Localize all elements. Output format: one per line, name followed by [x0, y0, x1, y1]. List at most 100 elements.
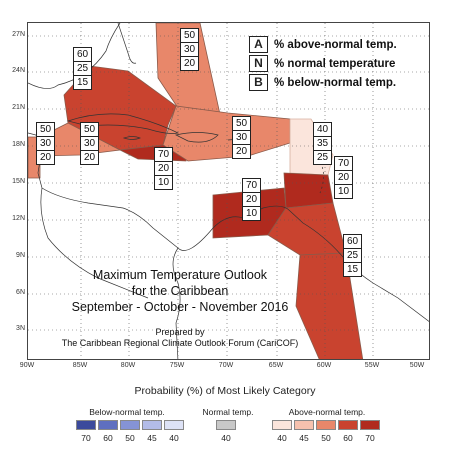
legend-value: 40: [221, 433, 231, 443]
prob-above: 70: [154, 147, 173, 162]
prob-below: 20: [232, 144, 251, 159]
prob-below: 15: [73, 75, 92, 90]
legend-value: 45: [147, 433, 157, 443]
legend-swatch-above-50: [316, 420, 336, 430]
lat-label: 15N: [12, 178, 25, 185]
prob-above: 60: [73, 47, 92, 62]
prob-box-abc-islands: 70 20 10: [242, 178, 261, 221]
prob-normal: 25: [73, 61, 92, 76]
prob-below: 10: [242, 206, 261, 221]
lat-label: 27N: [12, 31, 25, 38]
prob-below: 20: [180, 56, 199, 71]
legend-swatch-above-70: [360, 420, 380, 430]
legend-title: Probability (%) of Most Likely Category: [134, 385, 316, 397]
prob-normal: 30: [232, 130, 251, 145]
legend-value: 60: [103, 433, 113, 443]
lon-label: 55W: [364, 362, 380, 369]
prob-above: 50: [232, 116, 251, 131]
lon-label: 80W: [120, 362, 136, 369]
lat-label: 12N: [12, 215, 25, 222]
prob-below: 10: [154, 175, 173, 190]
prob-above: 40: [313, 122, 332, 137]
prob-above: 50: [36, 122, 55, 137]
legend-swatch-below-40: [164, 420, 184, 430]
map-title-line1: Maximum Temperature Outlook: [92, 268, 268, 282]
key-text: % below-normal temp.: [274, 76, 397, 89]
lat-label: 21N: [12, 104, 25, 111]
prob-box-jamaica: 50 30 20: [80, 122, 99, 165]
legend-swatch-below-50: [120, 420, 140, 430]
prob-box-hispaniola: 50 30 20: [232, 116, 251, 159]
lat-label: 24N: [12, 67, 25, 74]
legend-swatch-below-70: [76, 420, 96, 430]
lon-label: 85W: [72, 362, 88, 369]
key-letter: A: [249, 36, 268, 53]
prob-normal: 30: [80, 136, 99, 151]
lon-label: 75W: [169, 362, 185, 369]
prob-below: 20: [36, 150, 55, 165]
prob-above: 50: [180, 28, 199, 43]
region-trinidad-guianas-south: [295, 252, 364, 359]
prob-box-south-of-jamaica: 70 20 10: [154, 147, 173, 190]
legend-value: 40: [169, 433, 179, 443]
prob-below: 20: [80, 150, 99, 165]
forum-credit: The Caribbean Regional Climate Outlook F…: [61, 338, 299, 348]
prob-normal: 20: [242, 192, 261, 207]
prob-above: 70: [334, 156, 353, 171]
legend-below-title: Below-normal temp.: [89, 407, 165, 417]
lon-label: 70W: [218, 362, 234, 369]
lat-label: 18N: [12, 141, 25, 148]
lon-label: 50W: [409, 362, 425, 369]
key-letter: N: [249, 55, 268, 72]
prob-normal: 30: [36, 136, 55, 151]
key-letter: B: [249, 74, 268, 91]
prob-box-bahamas: 50 30 20: [180, 28, 199, 71]
lat-label: 3N: [16, 325, 25, 332]
key-text: % normal temperature: [274, 57, 396, 70]
prob-normal: 30: [180, 42, 199, 57]
prob-normal: 35: [313, 136, 332, 151]
prob-box-cuba: 60 25 15: [73, 47, 92, 90]
key-row-above: A % above-normal temp.: [249, 36, 397, 53]
legend-value: 70: [365, 433, 375, 443]
key-row-below: B % below-normal temp.: [249, 74, 396, 91]
map-title-line3: September - October - November 2016: [71, 300, 289, 314]
legend-swatch-above-40: [272, 420, 292, 430]
lat-label: 9N: [16, 252, 25, 259]
legend-swatch-above-60: [338, 420, 358, 430]
key-text: % above-normal temp.: [274, 38, 397, 51]
legend-value: 50: [321, 433, 331, 443]
prob-box-windward: 70 20 10: [334, 156, 353, 199]
legend-swatch-below-45: [142, 420, 162, 430]
legend-value: 70: [81, 433, 91, 443]
legend-above-title: Above-normal temp.: [288, 407, 366, 417]
legend-value: 45: [299, 433, 309, 443]
prob-box-leeward: 40 35 25: [313, 122, 332, 165]
lon-label: 90W: [19, 362, 35, 369]
prob-normal: 20: [334, 170, 353, 185]
prob-below: 25: [313, 150, 332, 165]
key-row-normal: N % normal temperature: [249, 55, 395, 72]
prob-above: 50: [80, 122, 99, 137]
prob-normal: 25: [343, 248, 362, 263]
prob-box-belize: 50 30 20: [36, 122, 55, 165]
legend-value: 40: [277, 433, 287, 443]
prepared-by: Prepared by: [155, 327, 205, 337]
legend-swatch-below-60: [98, 420, 118, 430]
prob-above: 70: [242, 178, 261, 193]
prob-above: 60: [343, 234, 362, 249]
legend-normal-title: Normal temp.: [202, 407, 254, 417]
prob-box-trinidad-guianas: 60 25 15: [343, 234, 362, 277]
lon-label: 60W: [316, 362, 332, 369]
lat-label: 6N: [16, 289, 25, 296]
prob-below: 15: [343, 262, 362, 277]
prob-below: 10: [334, 184, 353, 199]
region-windward: [283, 172, 334, 209]
prob-normal: 20: [154, 161, 173, 176]
map-title-line2: for the Caribbean: [131, 284, 229, 298]
legend-value: 50: [125, 433, 135, 443]
legend-swatch-above-45: [294, 420, 314, 430]
lon-label: 65W: [268, 362, 284, 369]
legend-swatch-normal-40: [216, 420, 236, 430]
legend-value: 60: [343, 433, 353, 443]
